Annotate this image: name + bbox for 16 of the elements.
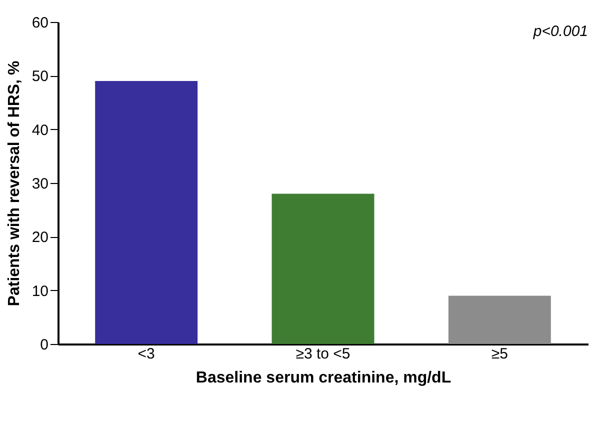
- y-tick-label: 10: [32, 282, 48, 300]
- annotation: p<0.001: [532, 23, 588, 40]
- x-tick-label: <3: [138, 346, 155, 362]
- y-tick-label: 0: [40, 336, 48, 354]
- x-tick-label: ≥3 to <5: [296, 346, 350, 362]
- bar: [95, 81, 198, 344]
- y-tick-label: 30: [32, 176, 48, 192]
- x-tick-label: ≥5: [491, 346, 508, 362]
- y-tick-label: 50: [32, 68, 48, 86]
- y-tick-label: 60: [32, 14, 48, 32]
- y-tick-label: 20: [32, 229, 48, 246]
- y-axis-title: Patients with reversal of HRS, %: [6, 60, 23, 306]
- bar: [272, 194, 374, 344]
- y-tick-label: 40: [32, 122, 48, 139]
- x-axis-title: Baseline serum creatinine, mg/dL: [196, 370, 452, 386]
- bar: [448, 296, 551, 344]
